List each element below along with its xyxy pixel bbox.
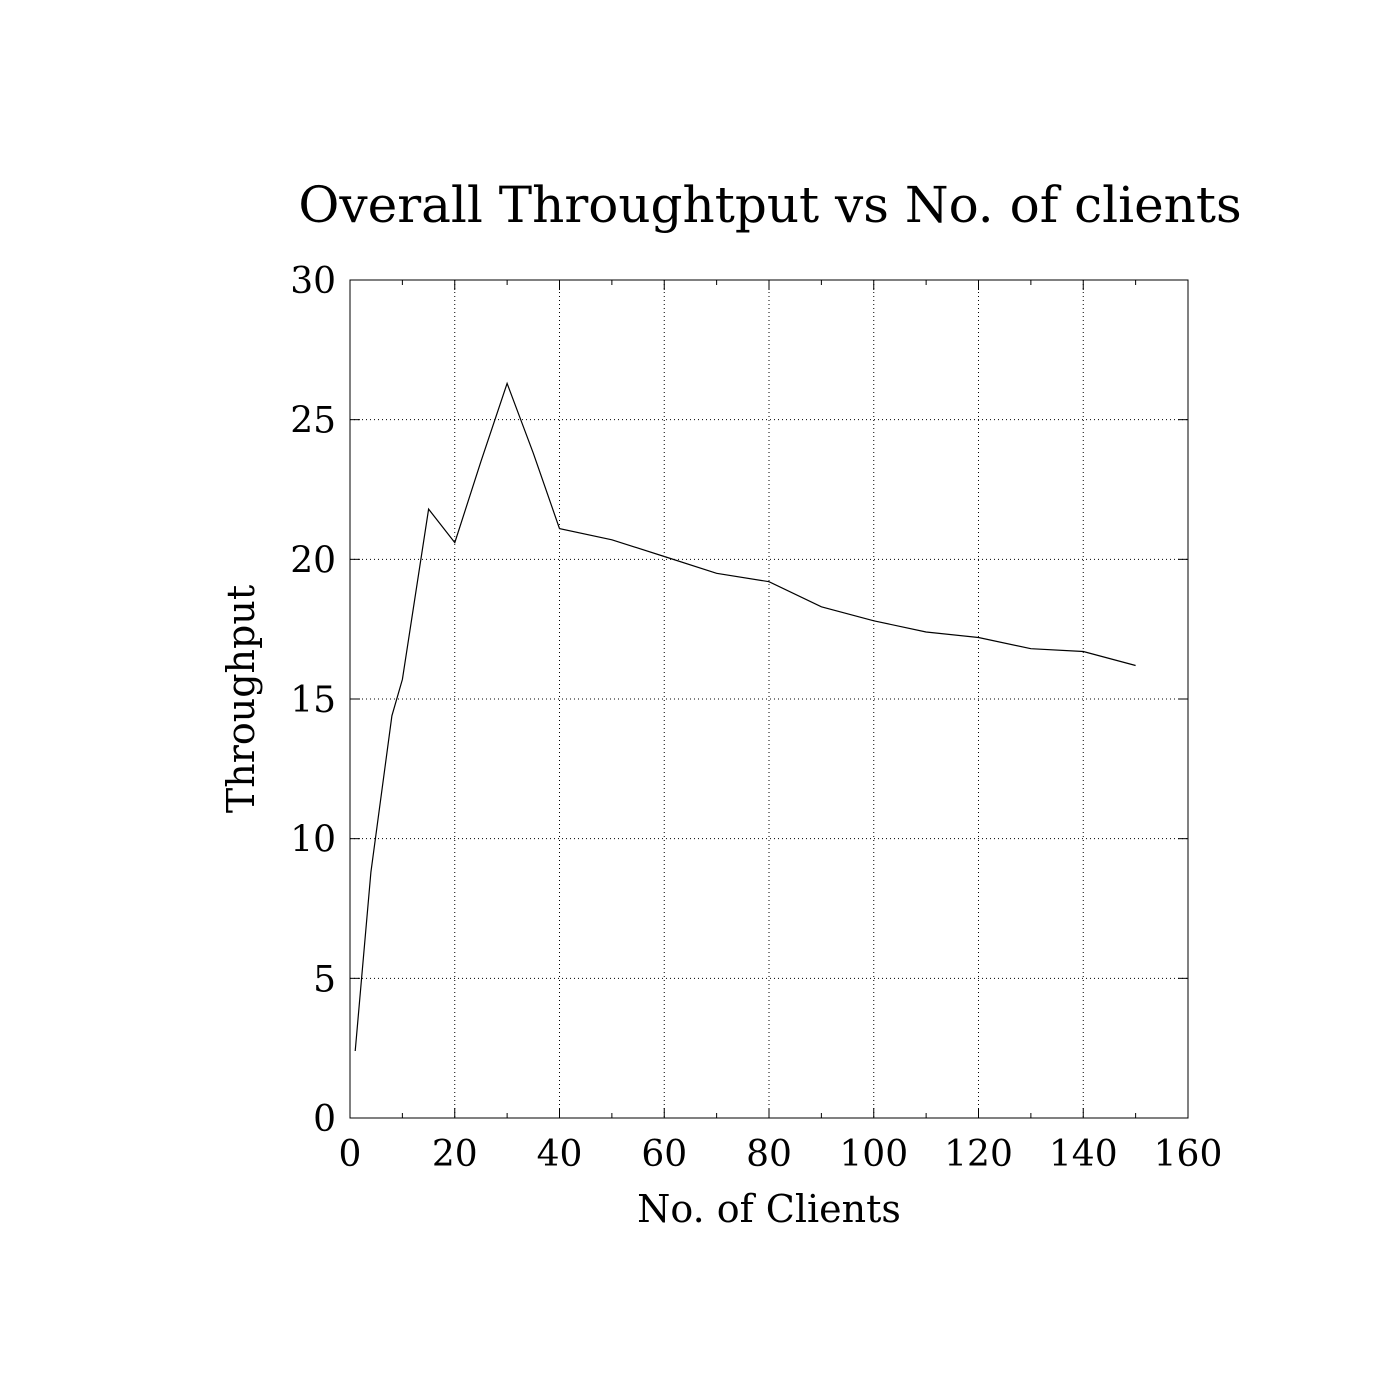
grid-lines xyxy=(350,280,1188,1118)
x-axis-label: No. of Clients xyxy=(637,1187,901,1231)
x-tick-label: 160 xyxy=(1154,1134,1223,1175)
x-tick-label: 40 xyxy=(537,1134,583,1175)
x-tick-label: 100 xyxy=(839,1134,908,1175)
series-group xyxy=(354,381,1136,1052)
y-tick-labels: 0 5 10 15 20 25 30 xyxy=(290,261,336,1140)
throughput-series-line xyxy=(354,381,1136,1052)
x-tick-label: 140 xyxy=(1049,1134,1118,1175)
x-tick-label: 20 xyxy=(432,1134,478,1175)
y-tick-label: 30 xyxy=(290,261,336,302)
axis-ticks xyxy=(349,279,1189,1119)
x-tick-label: 80 xyxy=(746,1134,792,1175)
x-tick-label: 0 xyxy=(339,1134,362,1175)
x-tick-labels: 0 20 40 60 80 100 120 140 160 xyxy=(339,1134,1223,1175)
y-tick-label: 25 xyxy=(290,401,336,442)
y-tick-label: 0 xyxy=(313,1099,336,1140)
x-tick-label: 120 xyxy=(944,1134,1013,1175)
y-tick-label: 20 xyxy=(290,540,336,581)
y-tick-label: 10 xyxy=(290,820,336,861)
y-axis-label: Throughput xyxy=(219,585,263,813)
y-tick-label: 5 xyxy=(313,959,336,1000)
chart-title: Overall Throughtput vs No. of clients xyxy=(298,176,1241,234)
y-tick-label: 15 xyxy=(290,680,336,721)
x-tick-label: 60 xyxy=(641,1134,687,1175)
